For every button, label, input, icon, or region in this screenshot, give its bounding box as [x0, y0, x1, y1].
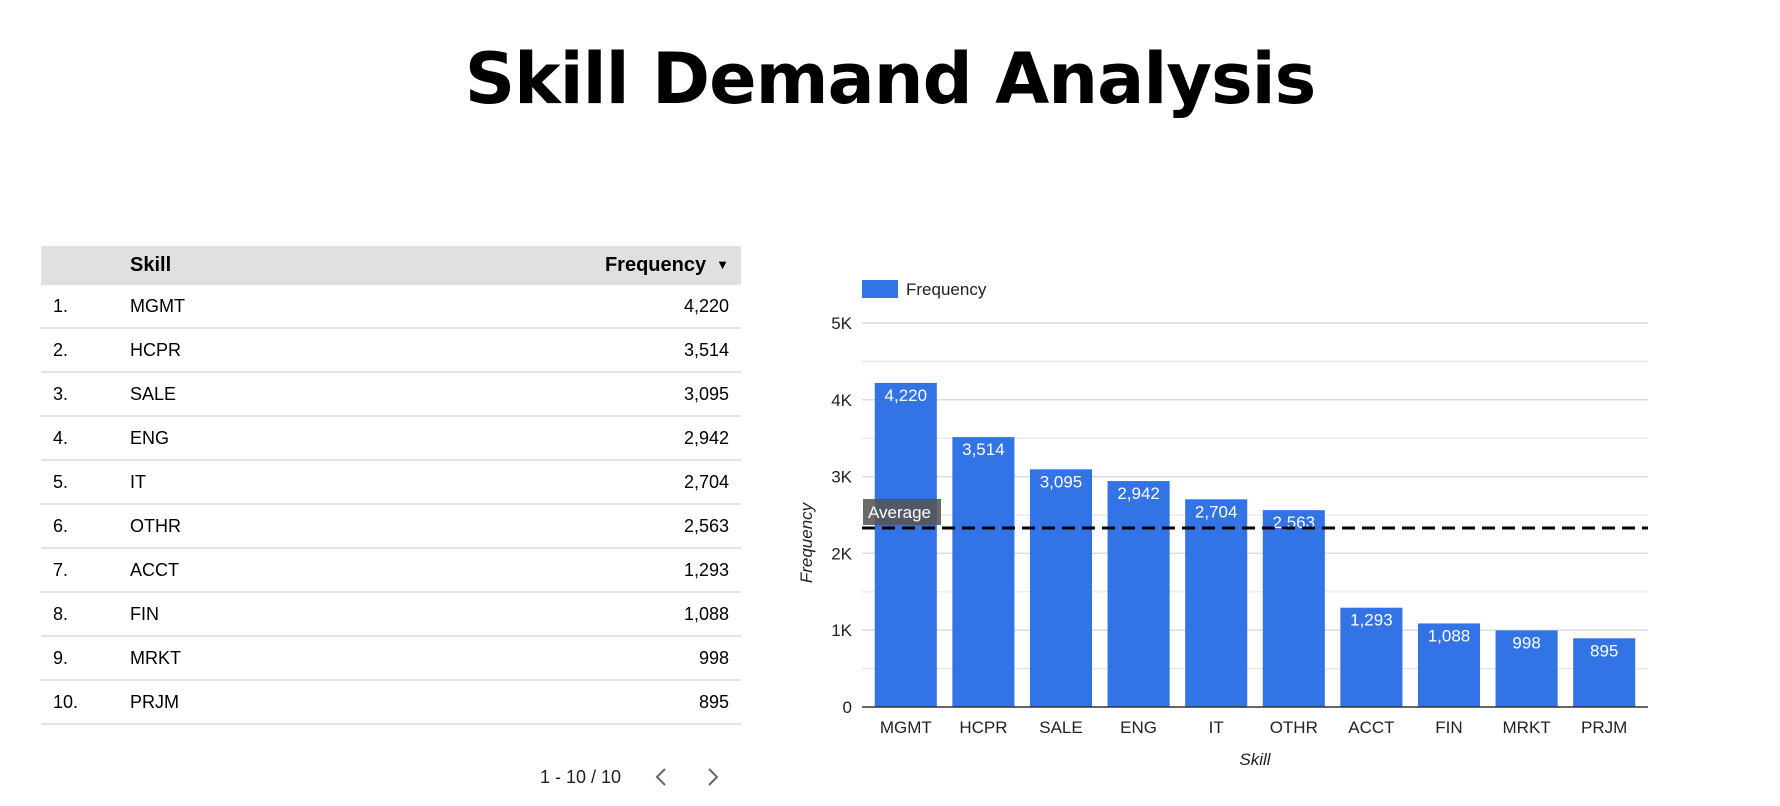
average-label-background	[863, 498, 941, 525]
bar	[874, 382, 937, 707]
chevron-left-icon	[655, 768, 666, 786]
x-tick-label: MGMT	[880, 718, 932, 737]
y-axis-title: Frequency	[797, 501, 816, 583]
row-skill: IT	[130, 460, 480, 505]
table-row[interactable]: 5. IT 2,704	[41, 460, 741, 505]
row-frequency: 2,563	[480, 504, 741, 549]
bar	[1495, 630, 1558, 707]
table-row[interactable]: 10. PRJM 895	[41, 680, 741, 725]
chevron-right-icon	[708, 768, 719, 786]
row-number: 2.	[41, 328, 130, 373]
y-tick-label: 3K	[831, 468, 852, 487]
x-axis-title: Skill	[1239, 750, 1271, 769]
x-tick-label: HCPR	[959, 718, 1007, 737]
header-skill-label: Skill	[130, 254, 172, 276]
row-skill: OTHR	[130, 504, 480, 549]
row-frequency: 2,704	[480, 460, 741, 505]
row-frequency: 3,095	[480, 372, 741, 417]
x-tick-label: MRKT	[1503, 718, 1551, 737]
bar-data-label: 4,220	[885, 386, 928, 405]
row-number: 10.	[41, 680, 130, 725]
x-tick-label: SALE	[1039, 718, 1082, 737]
row-skill: ENG	[130, 416, 480, 461]
row-frequency: 2,942	[480, 416, 741, 461]
bar-data-label: 895	[1590, 641, 1618, 660]
table-row[interactable]: 6. OTHR 2,563	[41, 504, 741, 549]
table-body: 1. MGMT 4,220 2. HCPR 3,514 3. SALE 3,095 4. ENG 2,…	[41, 285, 741, 725]
row-frequency: 1,293	[480, 548, 741, 593]
row-frequency: 1,088	[480, 592, 741, 637]
next-page-button[interactable]	[701, 763, 725, 791]
row-number: 5.	[41, 460, 130, 505]
row-frequency: 3,514	[480, 328, 741, 373]
header-frequency-label: Frequency	[604, 254, 707, 276]
row-skill: ACCT	[130, 548, 480, 593]
table-row[interactable]: 1. MGMT 4,220	[41, 285, 741, 329]
bar	[952, 437, 1015, 707]
row-number: 9.	[41, 636, 130, 681]
bar-data-label: 3,095	[1040, 472, 1083, 491]
bar	[1573, 638, 1636, 707]
sort-descending-icon[interactable]: ▼	[716, 257, 729, 272]
page-title: Skill Demand Analysis	[464, 38, 1317, 120]
bar-data-label: 1,293	[1350, 611, 1393, 630]
previous-page-button[interactable]	[649, 763, 673, 791]
pagination: 1 - 10 / 10	[540, 762, 725, 792]
table-header-row: Skill Frequency ▼	[41, 246, 741, 285]
row-frequency: 998	[480, 636, 741, 681]
x-tick-label: FIN	[1435, 718, 1462, 737]
table-row[interactable]: 4. ENG 2,942	[41, 416, 741, 461]
table-row[interactable]: 2. HCPR 3,514	[41, 328, 741, 373]
x-tick-label: ACCT	[1348, 718, 1394, 737]
header-frequency[interactable]: Frequency ▼	[480, 246, 741, 285]
header-skill[interactable]: Skill	[130, 246, 480, 285]
bar-data-label: 2,704	[1195, 502, 1238, 521]
average-label: Average	[868, 503, 931, 522]
bar-chart: 0 1K 2K 3K 4K 5K 4,220 MGMT 3,514 HCPR 3,095 SALE 2,…	[797, 280, 1648, 769]
table-row[interactable]: 3. SALE 3,095	[41, 372, 741, 417]
row-number: 4.	[41, 416, 130, 461]
row-frequency: 4,220	[480, 285, 741, 329]
bar	[1262, 510, 1325, 707]
header-row-number	[41, 246, 130, 285]
row-number: 1.	[41, 285, 130, 329]
skill-table: Skill Frequency ▼ 1. MGMT 4,220 2. HCPR 3,514 3…	[41, 246, 741, 725]
row-number: 7.	[41, 548, 130, 593]
x-tick-label: PRJM	[1581, 718, 1627, 737]
row-number: 6.	[41, 504, 130, 549]
legend-label: Frequency	[906, 280, 987, 299]
row-skill: MRKT	[130, 636, 480, 681]
bar-data-label: 2,942	[1117, 484, 1160, 503]
row-skill: SALE	[130, 372, 480, 417]
row-frequency: 895	[480, 680, 741, 725]
table-row[interactable]: 9. MRKT 998	[41, 636, 741, 681]
bar-data-label: 3,514	[962, 440, 1005, 459]
table-row[interactable]: 8. FIN 1,088	[41, 592, 741, 637]
row-number: 8.	[41, 592, 130, 637]
bar	[1185, 499, 1248, 707]
y-tick-label: 2K	[831, 544, 852, 563]
bar	[1417, 623, 1481, 707]
bar	[1107, 481, 1170, 707]
table-row[interactable]: 7. ACCT 1,293	[41, 548, 741, 593]
bar-data-label: 998	[1512, 633, 1540, 652]
y-tick-label: 5K	[831, 314, 852, 333]
x-tick-label: ENG	[1120, 718, 1157, 737]
row-skill: FIN	[130, 592, 480, 637]
bar	[1029, 469, 1093, 707]
row-skill: PRJM	[130, 680, 480, 725]
row-number: 3.	[41, 372, 130, 417]
row-skill: MGMT	[130, 285, 480, 329]
pagination-range: 1 - 10 / 10	[540, 766, 622, 787]
row-skill: HCPR	[130, 328, 480, 373]
x-tick-label: IT	[1209, 718, 1224, 737]
bar	[1340, 607, 1403, 707]
y-tick-label: 4K	[831, 391, 852, 410]
bar-data-label: 1,088	[1428, 626, 1471, 645]
y-tick-label: 1K	[831, 621, 852, 640]
y-tick-label: 0	[843, 698, 852, 717]
x-tick-label: OTHR	[1270, 718, 1318, 737]
legend-swatch	[862, 280, 898, 298]
